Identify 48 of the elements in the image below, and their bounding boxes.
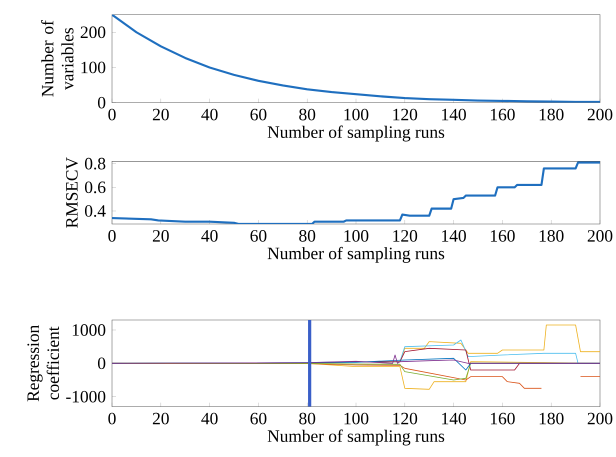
y-axis-title: RMSECV (66, 157, 78, 228)
x-tick-label: 20 (152, 412, 169, 424)
x-tick-label: 40 (201, 108, 218, 120)
x-tick-label: 200 (588, 412, 612, 424)
y-tick-label: 1000 (72, 324, 106, 336)
x-tick-label: 20 (152, 108, 169, 120)
x-tick-label: 60 (250, 412, 266, 424)
y-axis-title: Regression coefficient (27, 324, 60, 402)
x-tick-label: 60 (250, 230, 266, 242)
x-tick-label: 80 (299, 412, 316, 424)
x-tick-label: 80 (299, 108, 316, 120)
x-tick-label: 120 (393, 412, 418, 424)
y-tick-label: 0.6 (84, 181, 106, 194)
x-tick-label: 140 (442, 230, 466, 242)
x-tick-label: 100 (344, 412, 368, 424)
x-tick-label: 20 (152, 230, 169, 242)
x-tick-label: 100 (344, 230, 368, 242)
x-tick-label: 40 (201, 230, 218, 242)
x-tick-label: 180 (540, 412, 564, 424)
x-tick-label: 120 (393, 230, 418, 242)
x-tick-label: 60 (250, 108, 266, 120)
y-axis-title: Number of variables (41, 20, 74, 97)
x-tick-label: 200 (588, 108, 612, 120)
x-tick-label: 160 (490, 108, 515, 120)
x-tick-label: 120 (393, 108, 418, 120)
x-tick-label: 160 (490, 412, 515, 424)
y-tick-label: 200 (80, 26, 106, 38)
x-tick-label: 0 (108, 230, 116, 242)
x-axis-title: Number of sampling runs (268, 429, 444, 446)
y-tick-label: 0 (98, 96, 106, 108)
x-tick-label: 200 (588, 230, 612, 242)
x-tick-label: 180 (540, 230, 564, 242)
x-tick-label: 160 (490, 230, 515, 242)
x-tick-label: 40 (201, 412, 218, 424)
y-tick-label: 0.8 (84, 158, 106, 170)
x-tick-label: 140 (442, 108, 466, 120)
y-tick-label: 0 (98, 357, 106, 370)
y-tick-label: 0.4 (84, 204, 106, 217)
x-tick-label: 140 (442, 412, 466, 424)
x-tick-label: 180 (540, 108, 564, 120)
x-axis-title: Number of sampling runs (268, 125, 444, 142)
x-tick-label: 80 (299, 230, 316, 242)
x-tick-label: 0 (108, 108, 116, 120)
x-tick-label: 100 (344, 108, 368, 120)
y-tick-label: -1000 (66, 390, 106, 402)
x-tick-label: 0 (108, 412, 116, 424)
y-tick-label: 100 (81, 61, 106, 74)
x-axis-title: Number of sampling runs (268, 246, 444, 263)
